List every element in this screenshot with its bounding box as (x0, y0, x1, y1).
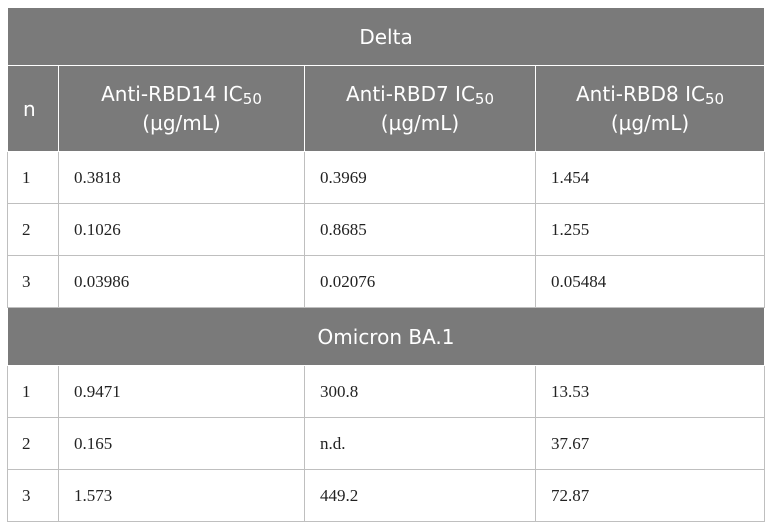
col2-sub: 50 (474, 90, 495, 109)
table-cell: 1.255 (534, 203, 766, 256)
section-header-delta: Delta (6, 7, 766, 66)
table-row: 1 0.9471 300.8 13.53 (7, 365, 766, 418)
table-cell: 0.05484 (534, 255, 766, 308)
table-cell: 1.573 (58, 469, 305, 522)
table-row: 3 1.573 449.2 72.87 (7, 469, 766, 522)
table-cell: 0.165 (58, 417, 305, 470)
table-cell: 0.3818 (58, 151, 305, 204)
col3-sub: 50 (704, 90, 725, 109)
section-header-omicron-ba1: Omicron BA.1 (6, 307, 766, 366)
col1-unit: (µg/mL) (142, 110, 221, 135)
table-cell: n.d. (304, 417, 536, 470)
col1-sub: 50 (242, 90, 262, 109)
table-cell: 300.8 (304, 365, 536, 418)
table-cell: 13.53 (534, 365, 766, 418)
table-cell: 0.3969 (304, 151, 536, 204)
row-n: 2 (7, 203, 59, 256)
row-n: 3 (7, 469, 59, 522)
column-header-row: n Anti-RBD14 IC50 (µg/mL) Anti-RBD7 IC50… (7, 65, 766, 152)
table-cell: 0.1026 (58, 203, 305, 256)
table-cell: 0.9471 (58, 365, 305, 418)
table-cell: 0.03986 (58, 255, 305, 308)
row-n: 3 (7, 255, 59, 308)
col3-unit: (µg/mL) (610, 110, 690, 135)
table-cell: 37.67 (534, 417, 766, 470)
col1-name: Anti-RBD14 IC (101, 82, 243, 107)
table-cell: 0.02076 (304, 255, 536, 308)
ic50-table: Delta n Anti-RBD14 IC50 (µg/mL) Anti-RBD… (6, 7, 766, 522)
table-row: 2 0.165 n.d. 37.67 (7, 417, 766, 470)
column-header-anti-rbd7: Anti-RBD7 IC50 (µg/mL) (304, 65, 536, 152)
col2-name: Anti-RBD7 IC (345, 82, 475, 107)
row-n: 1 (7, 365, 59, 418)
table-cell: 449.2 (304, 469, 536, 522)
table-row: 2 0.1026 0.8685 1.255 (7, 203, 766, 256)
column-header-anti-rbd8: Anti-RBD8 IC50 (µg/mL) (534, 65, 766, 152)
col3-name: Anti-RBD8 IC (576, 82, 705, 107)
table-row: 1 0.3818 0.3969 1.454 (7, 151, 766, 204)
column-header-n: n (7, 65, 59, 152)
table-cell: 72.87 (534, 469, 766, 522)
table-row: 3 0.03986 0.02076 0.05484 (7, 255, 766, 308)
column-header-anti-rbd14: Anti-RBD14 IC50 (µg/mL) (58, 65, 305, 152)
table-cell: 0.8685 (304, 203, 536, 256)
row-n: 1 (7, 151, 59, 204)
row-n: 2 (7, 417, 59, 470)
table-cell: 1.454 (534, 151, 766, 204)
col2-unit: (µg/mL) (380, 110, 460, 135)
